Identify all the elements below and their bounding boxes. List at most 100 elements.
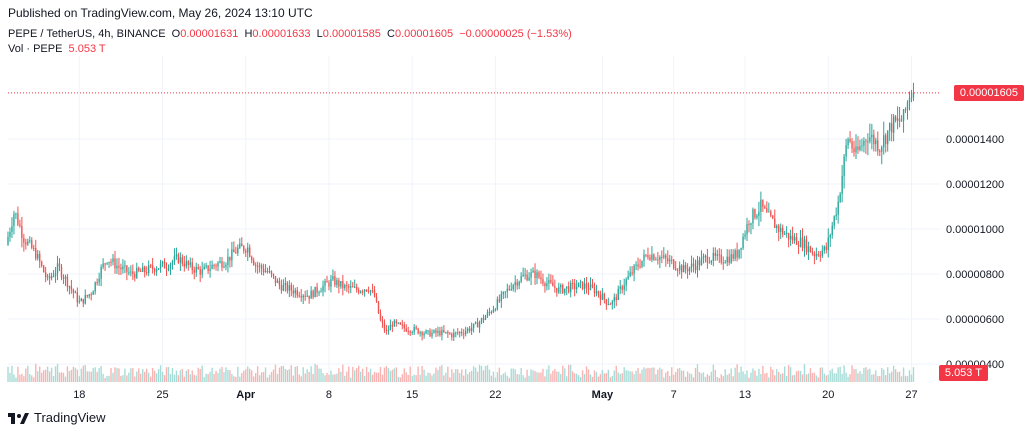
volume-bar — [187, 369, 189, 382]
candle-body — [346, 285, 348, 287]
volume-bar — [686, 371, 689, 382]
volume-bar — [548, 365, 550, 382]
candle-body — [31, 240, 33, 248]
volume-bar — [102, 373, 104, 382]
x-tick-label: 7 — [671, 389, 677, 401]
candle-body — [330, 279, 332, 287]
volume-bar — [260, 372, 263, 382]
volume-bar — [730, 368, 732, 382]
candle-body — [607, 303, 610, 305]
volume-bar — [171, 368, 174, 382]
candle-body — [698, 260, 701, 266]
candle-body — [169, 264, 172, 269]
volume-bar — [431, 375, 433, 382]
candle-body — [197, 266, 199, 270]
candle-body — [564, 288, 566, 293]
volume-bar — [708, 375, 711, 382]
candle-body — [167, 268, 170, 270]
volume-bar — [502, 373, 505, 382]
candle-body — [397, 322, 400, 324]
volume-bar — [706, 374, 709, 382]
volume-bar — [843, 365, 845, 382]
volume-bar — [871, 374, 873, 382]
volume-bar — [110, 367, 112, 382]
volume-bar — [112, 372, 114, 382]
candle-body — [76, 292, 79, 303]
candle-body — [720, 254, 722, 263]
volume-bar — [542, 368, 544, 382]
candle-body — [877, 140, 879, 152]
candle-body — [144, 267, 146, 273]
volume-bar — [274, 364, 277, 382]
volume-bar — [498, 367, 501, 382]
tradingview-logo[interactable]: TradingView — [8, 410, 106, 425]
candle-body — [195, 266, 197, 273]
volume-bar — [665, 372, 667, 382]
candle-body — [849, 139, 851, 142]
volume-bar — [536, 372, 538, 382]
candle-body — [496, 299, 499, 310]
candle-body — [863, 140, 865, 146]
candle-body — [173, 256, 176, 262]
volume-bar — [825, 375, 827, 382]
volume-bar — [898, 371, 901, 382]
volume-bar — [278, 367, 281, 382]
candle-body — [181, 257, 184, 264]
volume-bar — [734, 367, 736, 382]
volume-bar — [611, 375, 613, 382]
volume-bar — [861, 373, 863, 382]
volume-bar — [19, 374, 21, 382]
volume-bar — [738, 372, 740, 382]
candle-body — [35, 248, 37, 259]
candle-body — [29, 240, 31, 242]
volume-bar — [270, 371, 273, 382]
candle-body — [528, 277, 530, 281]
candle-body — [415, 327, 417, 329]
volume-bar — [375, 372, 378, 382]
candle-body — [298, 295, 300, 297]
volume-bar — [52, 376, 55, 382]
volume-bar — [35, 363, 37, 382]
volume-bar — [631, 371, 633, 382]
volume-bar — [776, 369, 778, 382]
volume-bar — [142, 369, 144, 382]
volume-bar — [377, 372, 380, 382]
volume-bar — [27, 365, 29, 382]
volume-bar — [486, 365, 489, 382]
candle-body — [605, 299, 608, 305]
candle-body — [383, 322, 386, 330]
volume-bar — [455, 369, 457, 382]
volume-bar — [778, 371, 780, 382]
volume-bar — [401, 374, 403, 382]
candle-body — [447, 331, 449, 334]
volume-bar — [413, 374, 415, 382]
volume-label[interactable]: Vol · PEPE — [8, 43, 63, 55]
candle-body — [187, 261, 189, 265]
candle-body — [601, 293, 604, 300]
candle-body — [375, 296, 378, 302]
volume-bar — [379, 366, 382, 382]
volume-bar — [809, 368, 812, 382]
volume-bar — [621, 373, 623, 382]
volume-bar — [48, 371, 51, 382]
volume-bar — [92, 368, 94, 382]
volume-bar — [433, 373, 435, 382]
candle-body — [389, 325, 392, 331]
candle-body — [750, 223, 752, 226]
candle-body — [203, 266, 205, 270]
volume-bar — [40, 372, 43, 382]
candle-body — [700, 258, 703, 266]
symbol-label[interactable]: PEPE / TetherUS, 4h, BINANCE — [8, 28, 166, 40]
volume-bar — [292, 375, 294, 382]
volume-bar — [340, 371, 342, 382]
volume-bar — [72, 366, 75, 382]
candle-body — [803, 239, 806, 249]
candle-body — [130, 271, 132, 273]
candle-body — [161, 261, 164, 264]
volume-bar — [615, 365, 617, 382]
candle-body — [300, 295, 302, 298]
volume-bar — [774, 375, 776, 382]
volume-bar — [815, 375, 818, 382]
candle-body — [239, 243, 241, 248]
